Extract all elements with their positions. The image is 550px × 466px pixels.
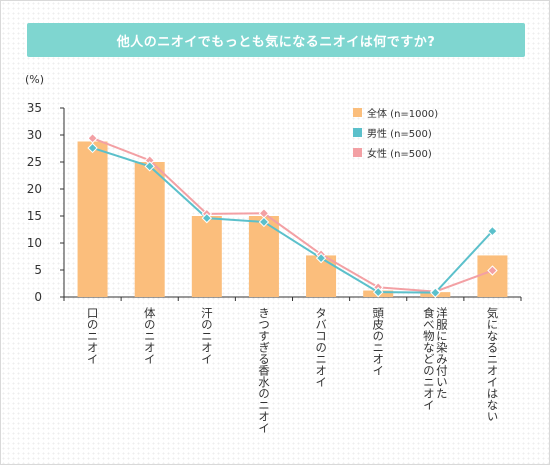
chart-title: 他人のニオイでもっとも気になるニオイは何ですか? — [27, 23, 525, 57]
x-tick-label-4: タバコのニオイ — [314, 307, 328, 388]
bar-3 — [248, 216, 279, 297]
y-tick-label-35: 35 — [27, 101, 42, 115]
legend-swatch-total — [353, 107, 362, 117]
x-tick-label-7: 気になるニオイはない — [485, 306, 499, 422]
marker-series-1-2 — [201, 212, 213, 224]
y-tick-label-15: 15 — [27, 209, 42, 223]
y-tick-label-10: 10 — [27, 236, 42, 250]
marker-series-1-5 — [372, 286, 384, 298]
x-tick-label-6-1: 食べ物などのニオイ — [422, 306, 436, 410]
x-tick-label-5: 頭皮のニオイ — [371, 307, 385, 376]
legend-label-female: 女性 (n=500) — [367, 148, 432, 160]
y-tick-label-0: 0 — [34, 290, 42, 304]
marker-series-1-4 — [315, 252, 327, 264]
bar-0 — [77, 141, 108, 297]
y-tick-label-20: 20 — [27, 182, 42, 196]
y-tick-label-25: 25 — [27, 155, 42, 169]
x-tick-label-0: 口のニオイ — [86, 307, 100, 365]
x-tick-label-3: きつすぎる香水のニオイ — [257, 307, 271, 434]
marker-series-1-3 — [258, 216, 270, 228]
marker-series-1-1 — [144, 161, 155, 172]
marker-series-2-0 — [87, 133, 98, 144]
legend-item-male: 男性 (n=500) — [353, 122, 438, 142]
chart-legend: 全体 (n=1000) 男性 (n=500) 女性 (n=500) — [353, 102, 438, 162]
legend-swatch-female — [353, 147, 362, 157]
marker-series-2-7 — [487, 265, 498, 276]
legend-label-total: 全体 (n=1000) — [367, 108, 439, 120]
bar-2 — [191, 216, 222, 297]
x-tick-label-1: 体のニオイ — [143, 306, 157, 364]
line-series-2 — [92, 137, 493, 293]
bar-1 — [134, 162, 165, 297]
legend-item-total: 全体 (n=1000) — [353, 102, 438, 122]
marker-series-1-0 — [87, 142, 98, 154]
legend-label-male: 男性 (n=500) — [367, 128, 432, 140]
x-tick-label-6-0: 洋服に染み付いた — [435, 306, 449, 399]
y-tick-label-5: 5 — [34, 263, 42, 277]
y-axis-unit-label: (%) — [25, 73, 45, 86]
x-tick-label-2: 汗のニオイ — [200, 307, 214, 365]
y-tick-label-30: 30 — [27, 128, 42, 142]
legend-swatch-male — [353, 127, 362, 137]
legend-item-female: 女性 (n=500) — [353, 142, 438, 162]
marker-series-1-7 — [487, 225, 498, 237]
line-series-1 — [92, 147, 494, 294]
bar-7 — [477, 255, 508, 297]
marker-series-1-6 — [430, 287, 441, 298]
